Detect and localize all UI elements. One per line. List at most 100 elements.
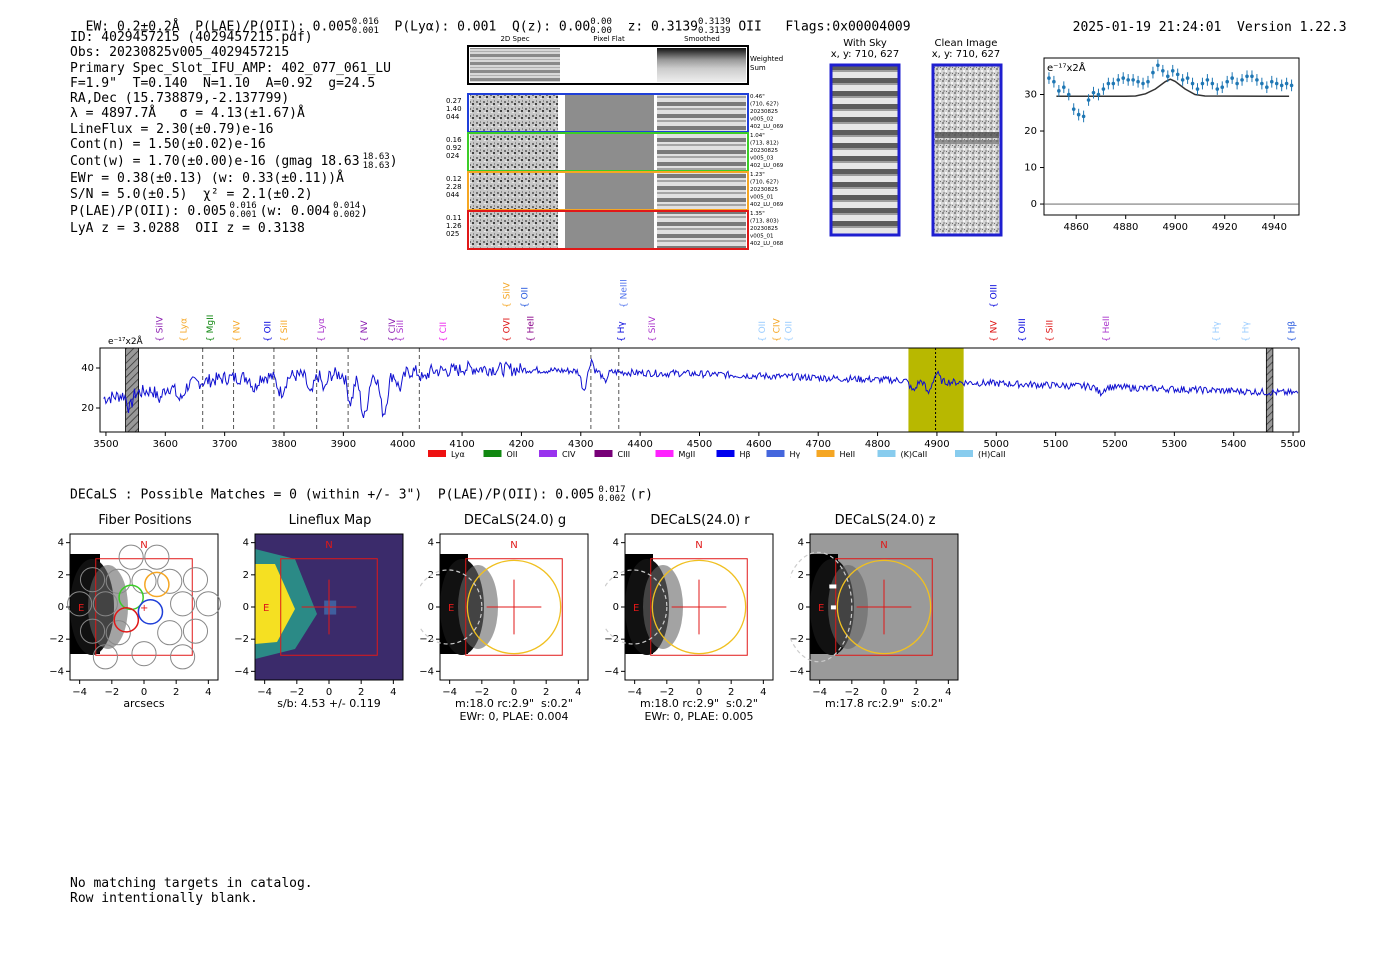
cutout-2dspec — [470, 173, 558, 209]
zoom-x-tick-label: 4880 — [1113, 222, 1138, 233]
spectrum-x-tick-label: 3900 — [331, 439, 356, 450]
spectrum-x-tick-label: 4700 — [805, 439, 830, 450]
zoom-data-point — [1185, 76, 1190, 80]
north-label: N — [325, 540, 332, 551]
zoom-data-point — [1255, 78, 1259, 82]
decals-summary-sub: 0.002 — [598, 494, 626, 504]
spectrum-x-tick-label: 4300 — [568, 439, 593, 450]
search-box — [465, 558, 563, 656]
legend-swatch — [877, 450, 896, 457]
decals-panel-caption: s/b: 4.53 +/- 0.119 — [277, 697, 381, 710]
spectrum-x-tick-label: 4500 — [687, 439, 712, 450]
spectrum-x-tick-label: 5100 — [1043, 439, 1068, 450]
legend-swatch — [766, 450, 785, 457]
cutout-2dspec — [470, 212, 558, 248]
zoom-data-point — [1289, 83, 1294, 88]
spectrum-x-tick-label: 4200 — [509, 439, 534, 450]
decals-panel-image: −4 −4 −2 −2 0 0 2 2 4 4 N E — [235, 533, 404, 698]
cutout-smoothed — [657, 212, 746, 248]
zoom-data-point — [1156, 63, 1160, 68]
fiber-orange — [144, 571, 170, 598]
spectrum-line-label: { HeII — [526, 316, 536, 342]
header-z-sup: 0.3139 — [698, 17, 731, 27]
spectrum-line-label: { SiIV — [155, 316, 165, 342]
header-bar: EW: 0.2±0.2Å P(LAE)/P(OII): 0.005 0.016 0.… — [70, 3, 911, 36]
cutout-2dspec — [470, 95, 558, 131]
panel-y-tick-label: −4 — [790, 666, 804, 677]
clean-image-line-2 — [935, 140, 999, 144]
weighted-sum-2dspec — [470, 48, 560, 82]
spectrum-y-tick-label: 40 — [81, 363, 94, 374]
weighted-sum-frame — [467, 45, 749, 85]
zoom-x-tick-label: 4940 — [1262, 222, 1287, 233]
with-sky-header: With Sky x, y: 710, 627 — [825, 38, 905, 60]
info-fwhm: F=1.9" T=0.140 N=1.10 A=0.92 g=24.5 — [70, 75, 376, 91]
zoom-data-point — [1250, 74, 1254, 79]
spectrum-line-label: { Hγ — [1212, 321, 1222, 342]
spectrum-y-tick-label: 20 — [81, 403, 94, 414]
fiber-circle — [79, 567, 106, 593]
panel-y-tick-label: −2 — [790, 634, 804, 645]
zoom-data-point — [1091, 90, 1096, 95]
panel-x-tick-label: 4 — [760, 687, 766, 698]
header-plae: P(LAE)/P(OII): 0.005 — [195, 19, 352, 35]
spectrum-line-label: { Lyα — [180, 318, 190, 342]
info-plae-w-sub: 0.002 — [333, 210, 361, 221]
zoom-data-point — [1096, 92, 1101, 97]
center-plus: + — [140, 603, 148, 614]
info-gmag-sub: 18.63 — [362, 160, 390, 171]
panel-x-tick-label: 4 — [945, 687, 951, 698]
zoom-data-point — [1136, 79, 1140, 84]
panel-x-tick-label: −4 — [812, 687, 827, 698]
fiber-red — [113, 607, 140, 633]
panel-y-tick-label: −4 — [420, 666, 434, 677]
info-plae-w-sup: 0.014 — [333, 201, 361, 212]
north-label: N — [695, 540, 702, 551]
zoom-data-point — [1240, 78, 1244, 82]
spectrum-unit: e⁻¹⁷x2Å — [108, 335, 144, 347]
decals-panel-caption: m:17.8 rc:2.9" s:0.2" — [825, 697, 943, 710]
spectrum-line-label: { HeII — [1102, 316, 1112, 342]
decals-panel-image: −4 −4 −2 −2 0 0 2 2 4 4 N E — [790, 533, 959, 698]
spectrum-line-label: { SiIV — [503, 282, 513, 308]
zoom-data-point — [1200, 81, 1205, 86]
spectrum-line-label: { OII — [758, 321, 768, 342]
panel-y-tick-label: 2 — [58, 570, 64, 581]
decals-summary-band: (r) — [629, 487, 653, 503]
col-header-2dspec: 2D Spec — [500, 35, 529, 43]
spectrum-x-tick-label: 5300 — [1162, 439, 1187, 450]
cutout-flat — [565, 173, 654, 209]
spectrum-line-label: { Hγ — [617, 321, 627, 342]
legend-swatch — [428, 450, 446, 457]
decals-panel-title: Lineflux Map — [288, 513, 372, 528]
info-lineflux: LineFlux = 2.30(±0.79)e-16 — [70, 121, 274, 137]
catalog-ellipse — [605, 569, 668, 645]
panel-x-tick-label: 0 — [326, 687, 332, 698]
clean-title: Clean Image — [934, 38, 998, 49]
cutout-left-label: 0.12 2.28 044 — [446, 175, 462, 199]
cutout-left-label: 0.27 1.40 044 — [446, 97, 462, 121]
zoom-data-point — [1161, 68, 1165, 73]
spec2d-panel: 2D Spec Pixel Flat Smoothed Weighted Sum… — [446, 35, 784, 250]
zoom-data-point — [1245, 74, 1249, 79]
spectrum-x-tick-label: 5500 — [1280, 439, 1305, 450]
panel-y-tick-label: 0 — [798, 602, 804, 613]
legend-label: CIV — [562, 450, 576, 459]
cutout-smoothed — [657, 95, 746, 131]
decals-summary-text: DECaLS : Possible Matches = 0 (within +/… — [70, 487, 595, 503]
zoom-plot: e⁻¹⁷x2Å 4860 4880 4900 4920 4940 0 10 20 30 — [1024, 57, 1300, 233]
zoom-y-tick-label: 20 — [1024, 126, 1037, 137]
legend-label: OII — [507, 450, 518, 459]
zoom-data-point — [1274, 81, 1279, 86]
panel-y-tick-label: −2 — [235, 634, 249, 645]
header-plae-sub: 0.001 — [351, 26, 379, 36]
spectrum-line-label: { NeIII — [620, 279, 630, 308]
zoom-data-point — [1170, 68, 1175, 73]
legend-label: HeII — [840, 450, 856, 459]
zoom-data-point — [1260, 81, 1264, 86]
cutout-right-label: 1.35" (713, 803) 20230825 v005_01 402_LU_068 — [750, 211, 784, 247]
zoom-data-point — [1146, 79, 1150, 84]
decals-summary: DECaLS : Possible Matches = 0 (within +/… — [70, 486, 653, 504]
footer-line-1: No matching targets in catalog. — [70, 876, 313, 891]
panel-y-tick-label: −2 — [420, 634, 434, 645]
